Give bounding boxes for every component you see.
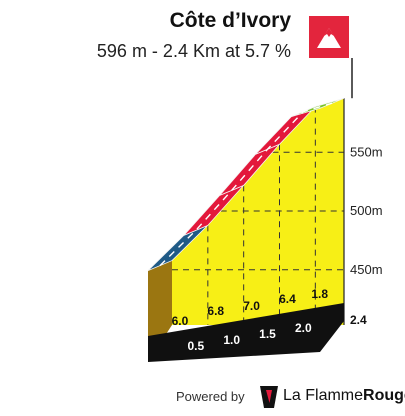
distance-tick-label: 1.0 [223, 333, 240, 347]
gradient-label: 7.0 [243, 299, 260, 313]
climb-title: Côte d’Ivory [169, 9, 291, 32]
brand-name[interactable]: La FlammeRouge [283, 387, 405, 404]
climb-summary: 596 m - 2.4 Km at 5.7 % [96, 41, 291, 61]
gradient-label: 6.0 [172, 314, 189, 328]
distance-tick-label: 2.0 [295, 321, 312, 335]
altitude-tick-label: 450m [350, 262, 383, 277]
altitude-tick-label: 500m [350, 203, 383, 218]
distance-band [148, 303, 344, 362]
distance-tick-label: 0.5 [187, 339, 204, 353]
mountain-snowcap-icon [324, 28, 334, 37]
end-distance-label: 2.4 [350, 313, 367, 327]
profile-area [172, 98, 344, 325]
gradient-label: 6.4 [279, 292, 296, 306]
gradient-label: 1.8 [311, 287, 328, 301]
road-centerline [159, 102, 333, 267]
powered-by-label: Powered by [176, 389, 245, 404]
distance-tick-label: 1.5 [259, 327, 276, 341]
mountain-icon [317, 28, 341, 48]
flamme-rouge-logo-icon [260, 386, 278, 408]
footer: Powered by La FlammeRouge [0, 378, 405, 416]
altitude-tick-label: 550m [350, 144, 383, 159]
elevation-profile-chart: 450m 500m 550m 6.0 6.8 7.0 6.4 1.8 0.5 1.0 1.5 2.0 2… [147, 16, 383, 362]
gradient-label: 6.8 [207, 304, 224, 318]
